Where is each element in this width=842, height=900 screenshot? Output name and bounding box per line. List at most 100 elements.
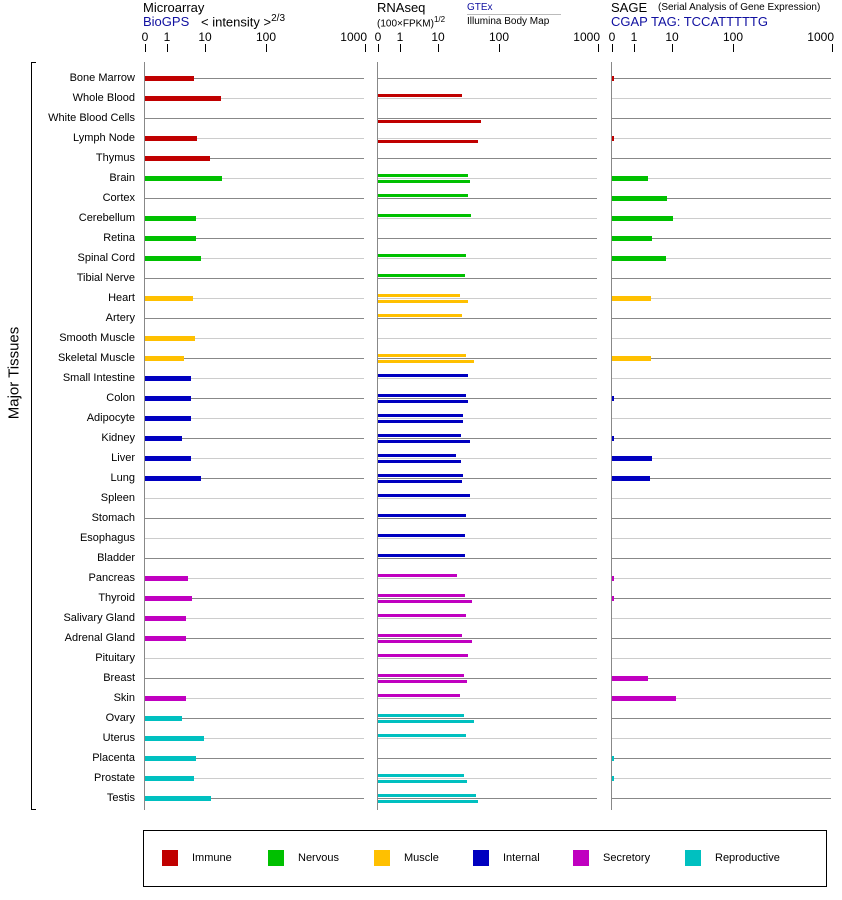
- sage-bar: [612, 216, 674, 221]
- x-tick: [167, 44, 168, 52]
- gridline: [378, 498, 597, 499]
- biogps-link[interactable]: BioGPS: [143, 14, 190, 29]
- gridline: [378, 398, 597, 399]
- sage-bar: [612, 456, 653, 461]
- panel-axis-line: [377, 62, 378, 810]
- x-tick-label: 1: [163, 30, 171, 44]
- tissue-label: Cortex: [102, 192, 135, 204]
- gridline: [145, 378, 364, 379]
- gridline: [145, 458, 364, 459]
- gtex-bar: [378, 434, 461, 437]
- gridline: [612, 318, 831, 319]
- gridline: [378, 98, 597, 99]
- tissue-label: Colon: [106, 392, 135, 404]
- illumina-bar: [378, 400, 468, 403]
- scale-label-text: (100×FPKM): [377, 18, 434, 30]
- gtex-bar: [378, 214, 471, 217]
- legend-swatch: [268, 850, 284, 866]
- x-tick: [438, 44, 439, 52]
- gridline: [612, 298, 831, 299]
- legend-item-secretory: Secretory: [573, 850, 650, 866]
- tissue-label: Kidney: [101, 432, 135, 444]
- legend-item-muscle: Muscle: [374, 850, 439, 866]
- x-tick: [672, 44, 673, 52]
- gridline: [612, 758, 831, 759]
- illumina-bar: [378, 640, 472, 643]
- gridline: [612, 278, 831, 279]
- y-axis-label: Major Tissues: [5, 326, 23, 420]
- gridline: [612, 718, 831, 719]
- tissue-label: Esophagus: [79, 532, 135, 544]
- gridline: [378, 338, 597, 339]
- x-tick: [378, 44, 379, 52]
- sage-bar: [612, 576, 614, 581]
- gridline: [145, 138, 364, 139]
- gridline: [378, 678, 597, 679]
- sage-bar: [612, 676, 648, 681]
- tissue-label: Adrenal Gland: [64, 632, 135, 644]
- gridline: [378, 658, 597, 659]
- gridline: [145, 298, 364, 299]
- gridline: [612, 638, 831, 639]
- gtex-bar: [378, 574, 458, 577]
- gridline: [612, 738, 831, 739]
- legend-label: Reproductive: [715, 852, 780, 864]
- gtex-bar: [378, 534, 465, 537]
- sage-bar: [612, 196, 668, 201]
- biogps-bar: [145, 416, 192, 421]
- biogps-bar: [145, 296, 193, 301]
- gridline: [378, 418, 597, 419]
- gridline: [612, 778, 831, 779]
- tissue-label: Testis: [106, 792, 135, 804]
- gridline: [145, 778, 364, 779]
- gridline: [145, 658, 364, 659]
- illumina-bar: [378, 780, 467, 783]
- gridline: [612, 98, 831, 99]
- gridline: [378, 478, 597, 479]
- gridline: [378, 638, 597, 639]
- illumina-bar: [378, 420, 463, 423]
- gridline: [378, 598, 597, 599]
- cgap-tag-link[interactable]: CGAP TAG: TCCATTTTTG: [611, 14, 768, 29]
- tissue-label: Heart: [108, 292, 135, 304]
- gridline: [145, 598, 364, 599]
- sage-bar: [612, 756, 614, 761]
- biogps-bar: [145, 616, 187, 621]
- gtex-link[interactable]: GTEx: [467, 2, 561, 15]
- gridline: [145, 398, 364, 399]
- biogps-bar: [145, 376, 192, 381]
- gridline: [612, 458, 831, 459]
- tissue-label: Spinal Cord: [77, 252, 135, 264]
- gridline: [612, 338, 831, 339]
- gtex-bar: [378, 274, 465, 277]
- x-tick-label: 100: [488, 30, 510, 44]
- sage-bar: [612, 696, 676, 701]
- gridline: [145, 618, 364, 619]
- gridline: [145, 78, 364, 79]
- sage-bar: [612, 596, 614, 601]
- illumina-bar: [378, 460, 461, 463]
- sage-bar: [612, 76, 614, 81]
- sage-bar: [612, 176, 648, 181]
- gridline: [145, 698, 364, 699]
- tissue-label: Breast: [103, 672, 135, 684]
- biogps-bar: [145, 256, 202, 261]
- scale-exponent: 2/3: [271, 13, 286, 24]
- illumina-bar: [378, 180, 471, 183]
- x-tick-label: 10: [431, 30, 445, 44]
- gtex-bar: [378, 634, 462, 637]
- biogps-bar: [145, 636, 187, 641]
- illumina-bar: [378, 360, 474, 363]
- gridline: [612, 798, 831, 799]
- gridline: [145, 238, 364, 239]
- gtex-bar: [378, 694, 460, 697]
- sage-bar: [612, 436, 614, 441]
- gridline: [378, 298, 597, 299]
- tissue-label: Prostate: [94, 772, 135, 784]
- biogps-bar: [145, 96, 221, 101]
- x-tick: [400, 44, 401, 52]
- gridline: [145, 578, 364, 579]
- gridline: [145, 538, 364, 539]
- biogps-bar: [145, 456, 192, 461]
